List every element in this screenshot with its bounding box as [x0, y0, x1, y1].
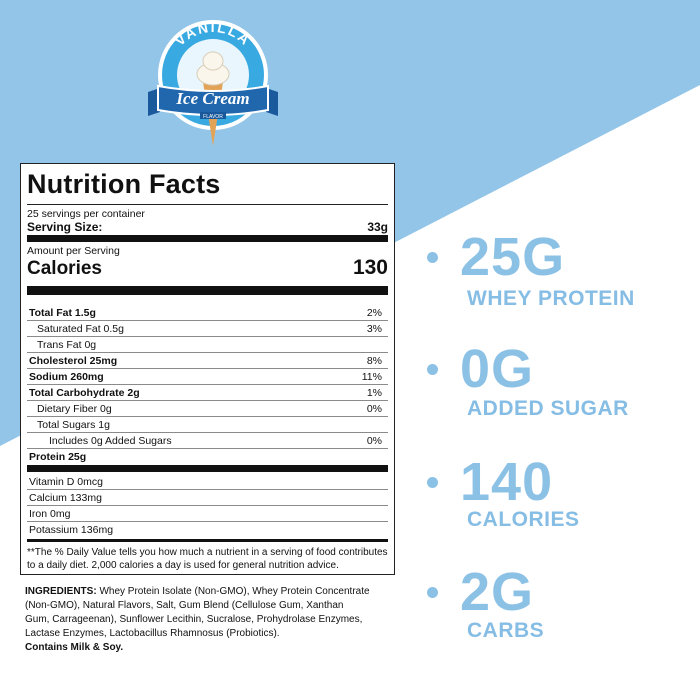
servings: 25 servings per container [27, 208, 145, 220]
highlight-label: ADDED SUGAR [467, 397, 629, 420]
ribbon [157, 84, 269, 116]
nutrient-row: Protein 25g [27, 449, 388, 465]
highlight-label: CALORIES [467, 508, 580, 531]
daily-value: 8% [366, 355, 382, 367]
vitamin: Vitamin D 0mcg [29, 476, 103, 488]
vitamin: Calcium 133mg [29, 492, 102, 504]
badge: VANILLA Ice Cream FLAVOR [148, 19, 278, 146]
thick-rule [27, 465, 388, 472]
nutrient-row: Cholesterol 25mg 8% [27, 353, 388, 369]
daily-value: 1% [366, 387, 382, 399]
bullet [427, 587, 438, 598]
daily-value: 0% [366, 403, 382, 415]
highlight-value: 140 [460, 452, 554, 512]
nutrition-title: Nutrition Facts [27, 169, 221, 199]
ingredients-label: INGREDIENTS: [25, 586, 97, 597]
vitamin-row: Iron 0mg [27, 506, 388, 522]
serving-size-row: Serving Size: 33g [27, 220, 388, 234]
nutrient-row: Total Carbohydrate 2g 1% [27, 385, 388, 401]
nutrient-row: Saturated Fat 0.5g 3% [27, 321, 388, 337]
daily-value: 11% [361, 371, 382, 383]
nutrient-row: Includes 0g Added Sugars 0% [27, 433, 388, 449]
nutrient-row: Total Fat 1.5g 2% [27, 305, 388, 321]
vitamin: Potassium 136mg [29, 524, 114, 536]
calories: 130 [352, 256, 388, 279]
nutrition-panel: Nutrition Facts 25 servings per containe… [20, 163, 395, 575]
bullet [427, 252, 438, 263]
highlight-value: 25G [460, 227, 566, 287]
vitamin-row: Vitamin D 0mcg [27, 474, 388, 490]
nutrient: Total Carbohydrate 2g [29, 387, 140, 399]
highlight-value: 2G [460, 562, 535, 622]
allergens: Contains Milk & Soy. [25, 642, 124, 653]
daily-value: 3% [366, 323, 382, 335]
nutrient-row: Sodium 260mg 11% [27, 369, 388, 385]
nutrient-row: Trans Fat 0g [27, 337, 388, 353]
footnote: **The % Daily Value tells you how much a… [27, 547, 388, 571]
nutrient: Total Sugars 1g [37, 419, 110, 431]
ingredients-text: Whey Protein Isolate (Non-GMO), Whey Pro… [25, 586, 370, 639]
nutrient: Cholesterol 25mg [29, 355, 118, 367]
nutrient: Saturated Fat 0.5g [37, 323, 124, 335]
bullet [427, 477, 438, 488]
highlight-label: CARBS [467, 619, 545, 642]
nutrient: Protein 25g [29, 451, 87, 463]
rule [27, 204, 388, 205]
daily-value: 0% [366, 435, 382, 447]
badge-banner: Ice Cream [175, 89, 249, 108]
bullet [427, 364, 438, 375]
highlight-label: WHEY PROTEIN [467, 287, 635, 310]
nutrient: Total Fat 1.5g [29, 307, 96, 319]
vitamin-row: Potassium 136mg [27, 522, 388, 538]
nutrient: Sodium 260mg [29, 371, 104, 383]
badge-sub: FLAVOR [203, 114, 223, 120]
amount-label: Amount per Serving [27, 245, 120, 257]
calories-row: Calories 130 [27, 256, 388, 280]
rule [27, 539, 388, 542]
vitamin-row: Calcium 133mg [27, 490, 388, 506]
highlight-value: 0G [460, 339, 535, 399]
thick-rule [27, 286, 388, 295]
nutrient: Dietary Fiber 0g [37, 403, 112, 415]
nutrient: Includes 0g Added Sugars [49, 435, 172, 447]
calories-label: Calories [27, 258, 102, 279]
nutrient-row: Total Sugars 1g [27, 417, 388, 433]
serving-size-label: Serving Size: [27, 220, 103, 234]
ice-cream-top [202, 51, 224, 71]
nutrient-row: Dietary Fiber 0g 0% [27, 401, 388, 417]
badge-sub-bg [200, 112, 226, 119]
thick-rule [27, 235, 388, 242]
ingredients: INGREDIENTS: Whey Protein Isolate (Non-G… [25, 585, 370, 655]
nutrient: Trans Fat 0g [37, 339, 97, 351]
serving-size: 33g [367, 220, 388, 234]
vitamin: Iron 0mg [29, 508, 71, 520]
daily-value: 2% [366, 307, 382, 319]
